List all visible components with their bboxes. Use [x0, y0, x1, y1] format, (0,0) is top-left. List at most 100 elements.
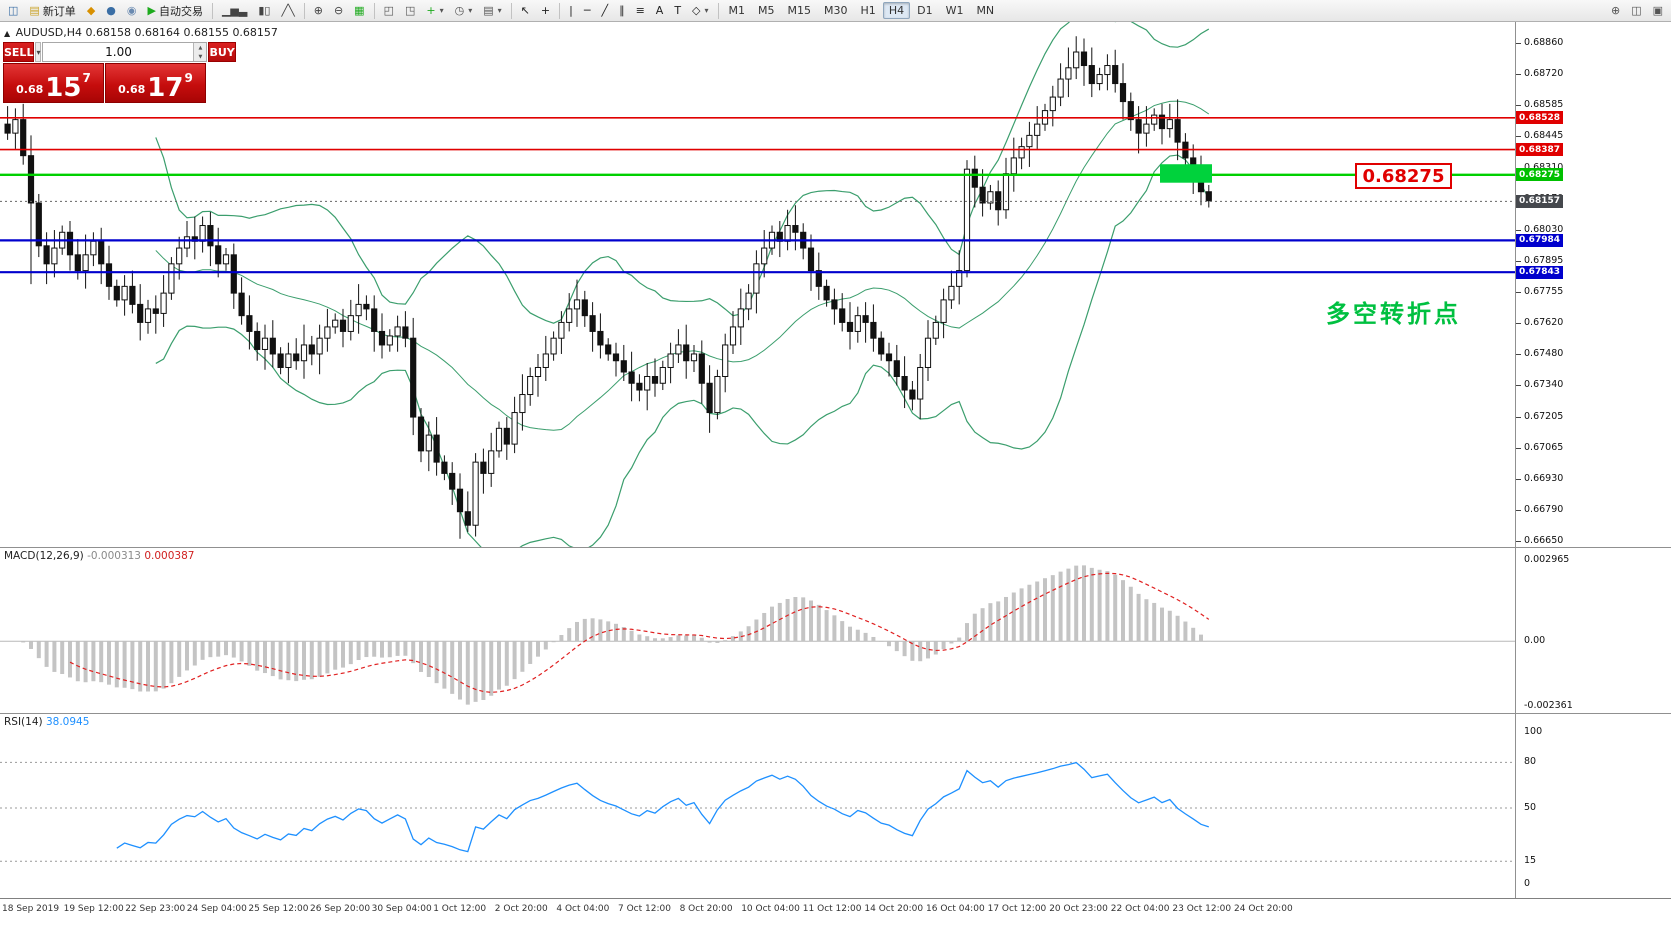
sell-price-sup: 7 [82, 71, 91, 85]
timeframe-d1[interactable]: D1 [917, 4, 933, 17]
one-click-buy-label-button[interactable]: BUY [208, 42, 236, 62]
toolbar-separator [303, 2, 305, 19]
autotrading-button[interactable]: ▶ 自动交易 [143, 2, 208, 20]
crosshair-tool-icon[interactable]: + [536, 2, 555, 20]
tile-windows-icon: ◰ [383, 4, 394, 17]
buy-button[interactable]: 0.68 17 9 [105, 63, 206, 103]
main-toolbar: ◫ ▤ 新订单 ◆ ● ◉ ▶ 自动交易 ▁▅▃ ▮▯ ╱╲ ⊕ ⊖ ▦ ◰ ◳ + ▾ ◷ ▾ ▤ ▾ ↖ + | ─ ╱ ∥ ≡ A T… [0, 0, 1671, 22]
price-axis-tick [1516, 167, 1521, 169]
price-axis-label: 0.66930 [1524, 472, 1564, 484]
indicators-button[interactable]: + ▾ [421, 2, 448, 20]
shapes-tool-icon: ◇ [692, 4, 701, 17]
timeframe-m1[interactable]: M1 [728, 4, 746, 17]
time-axis-label: 8 Oct 20:00 [679, 904, 733, 914]
macd-signal-value: 0.000387 [144, 550, 195, 562]
vertical-line-tool-icon: | [569, 4, 573, 17]
time-axis-label: 18 Sep 2019 [2, 904, 60, 914]
symbol-title: AUDUSD,H4 [15, 26, 82, 39]
timeframe-h4[interactable]: H4 [882, 2, 911, 19]
panel-separator[interactable] [0, 547, 1671, 548]
new-order-button-label: 新订单 [42, 4, 76, 18]
time-axis[interactable]: 18 Sep 2019 19 Sep 12:00 22 Sep 23:00 24 Se… [0, 898, 1671, 920]
one-click-sell-label-button[interactable]: SELL [3, 42, 35, 62]
spinner-up-icon[interactable]: ▲ [198, 44, 203, 51]
tile-windows-icon[interactable]: ◰ [379, 2, 399, 20]
rsi-axis-label: 100 [1524, 726, 1543, 737]
new-order-button[interactable]: ▤ 新订单 [24, 2, 80, 20]
autotrading-button-icon: ▶ [147, 4, 156, 17]
cursor-tool-icon: ↖ [520, 4, 530, 17]
volume-input[interactable] [43, 43, 194, 61]
sell-button[interactable]: 0.68 15 7 [3, 63, 104, 103]
price-axis[interactable]: 0.68860 0.68720 0.68585 0.68445 0.68310 0.681… [1515, 22, 1671, 898]
data-window-icon[interactable]: ◉ [122, 2, 142, 20]
horizontal-line-tool-icon[interactable]: ─ [579, 2, 596, 20]
price-axis-label: 0.67480 [1524, 348, 1564, 360]
timeframe-m30[interactable]: M30 [824, 4, 848, 17]
market-watch-icon[interactable]: ● [101, 2, 121, 20]
text-tool-icon: A [655, 4, 664, 17]
price-axis-tick [1516, 385, 1521, 387]
macd-canvas[interactable] [0, 548, 1515, 713]
price-axis-tick [1516, 105, 1521, 107]
search-icon[interactable]: ⊕ [1606, 2, 1625, 20]
price-level-tag: 0.67843 [1516, 265, 1563, 279]
periods-button[interactable]: ◷ ▾ [450, 2, 478, 20]
templates-button-icon: ▤ [483, 4, 494, 17]
timeframe-h1[interactable]: H1 [860, 4, 876, 17]
zoom-in-icon[interactable]: ⊕ [309, 2, 328, 20]
templates-button[interactable]: ▤ ▾ [478, 2, 506, 20]
volume-stepper[interactable]: ▲ ▼ [193, 43, 207, 61]
auto-scroll-icon[interactable]: ▦ [349, 2, 369, 20]
panel-separator[interactable] [0, 713, 1671, 714]
cascade-windows-icon[interactable]: ◳ [400, 2, 420, 20]
new-chart-icon[interactable]: ◫ [1626, 2, 1646, 20]
window-list-icon[interactable]: ▣ [1648, 2, 1668, 20]
timeframe-w1[interactable]: W1 [945, 4, 964, 17]
time-axis-label: 4 Oct 04:00 [556, 904, 610, 914]
candlestick-mode-icon: ▮▯ [258, 4, 271, 17]
horizontal-line-tool-icon: ─ [583, 4, 591, 17]
rsi-axis-label: 15 [1524, 855, 1537, 867]
timeframe-mn[interactable]: MN [976, 4, 995, 17]
autotrading-button-label: 自动交易 [158, 4, 203, 18]
time-axis-label: 7 Oct 12:00 [618, 904, 671, 914]
vertical-line-tool-icon[interactable]: | [564, 2, 578, 20]
text-tool-icon[interactable]: A [651, 2, 669, 20]
chart-symbol-info: ▲ AUDUSD,H4 0.68158 0.68164 0.68155 0.68… [4, 26, 278, 39]
bar-chart-mode-icon[interactable]: ▁▅▃ [217, 2, 252, 20]
price-axis-tick [1516, 260, 1521, 262]
price-chart-canvas[interactable] [0, 22, 1515, 547]
candlestick-mode-icon[interactable]: ▮▯ [253, 2, 275, 20]
price-axis-tick [1516, 292, 1521, 293]
periods-button-icon: ◷ [454, 4, 465, 17]
time-axis-label: 26 Sep 20:00 [310, 904, 371, 914]
trendline-tool-icon[interactable]: ╱ [596, 2, 613, 20]
price-axis-label: 0.68310 [1524, 161, 1564, 173]
price-level-tag: 0.68387 [1516, 143, 1563, 157]
time-axis-label: 25 Sep 12:00 [248, 904, 309, 914]
shapes-tool-icon[interactable]: ◇ ▾ [687, 2, 713, 20]
chart-window-icon[interactable]: ◫ [3, 2, 23, 20]
rsi-canvas[interactable] [0, 714, 1515, 898]
channel-tool-icon[interactable]: ∥ [614, 2, 630, 20]
rsi-name: RSI(14) [4, 716, 43, 728]
toolbar-separator [717, 2, 719, 19]
fibonacci-tool-icon[interactable]: ≡ [631, 2, 650, 20]
line-chart-mode-icon[interactable]: ╱╲ [276, 2, 299, 20]
time-axis-label: 24 Oct 20:00 [1234, 904, 1293, 914]
auto-scroll-icon: ▦ [354, 4, 365, 17]
time-axis-label: 11 Oct 12:00 [802, 904, 862, 914]
zoom-out-icon[interactable]: ⊖ [329, 2, 348, 20]
timeframe-m5[interactable]: M5 [758, 4, 775, 17]
chevron-down-icon: ▾ [468, 6, 473, 15]
spinner-down-icon[interactable]: ▼ [198, 53, 203, 60]
one-click-mode-dropdown[interactable]: ▾ [35, 42, 42, 62]
timeframe-m15[interactable]: M15 [787, 4, 812, 17]
label-tool-icon[interactable]: T [669, 2, 686, 20]
price-axis-tick [1516, 509, 1521, 511]
time-axis-label: 24 Sep 04:00 [186, 904, 247, 914]
profiles-icon[interactable]: ◆ [82, 2, 100, 20]
symbol-ohlc: 0.68158 0.68164 0.68155 0.68157 [85, 26, 278, 39]
cursor-tool-icon[interactable]: ↖ [516, 2, 535, 20]
